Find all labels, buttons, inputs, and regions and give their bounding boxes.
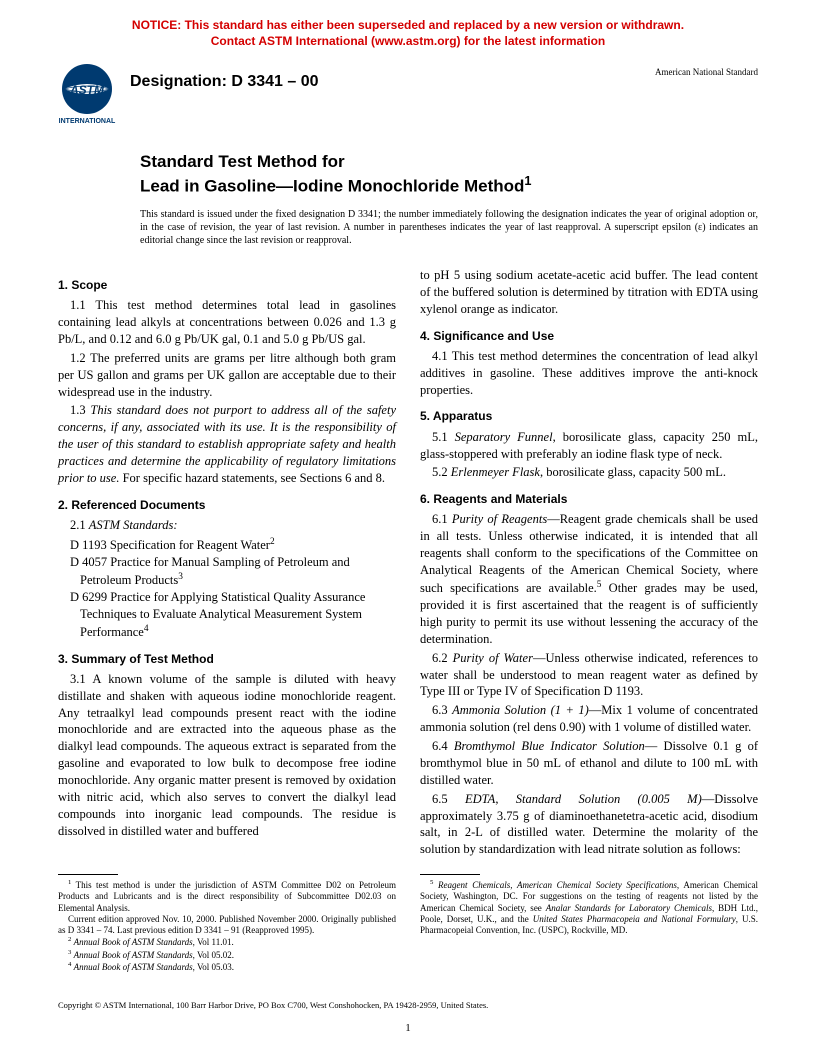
copyright: Copyright © ASTM International, 100 Barr… xyxy=(58,1000,488,1010)
notice-line1: NOTICE: This standard has either been su… xyxy=(132,18,684,32)
svg-text:ASTM: ASTM xyxy=(69,83,105,97)
para-2-1: 2.1 ASTM Standards: xyxy=(58,517,396,534)
para-5-1: 5.1 Separatory Funnel, borosilicate glas… xyxy=(420,429,758,463)
title-line2: Lead in Gasoline—Iodine Monochloride Met… xyxy=(140,173,758,198)
american-national-standard: American National Standard xyxy=(655,67,758,77)
para-6-5: 6.5 EDTA, Standard Solution (0.005 M)—Di… xyxy=(420,791,758,859)
footnote-3: 3 Annual Book of ASTM Standards, Vol 05.… xyxy=(58,949,396,961)
para-5-2: 5.2 Erlenmeyer Flask, borosilicate glass… xyxy=(420,464,758,481)
footnote-2: 2 Annual Book of ASTM Standards, Vol 11.… xyxy=(58,936,396,948)
section-2-head: 2. Referenced Documents xyxy=(58,497,396,513)
section-4-head: 4. Significance and Use xyxy=(420,328,758,344)
section-3-head: 3. Summary of Test Method xyxy=(58,651,396,667)
section-6-head: 6. Reagents and Materials xyxy=(420,491,758,507)
para-6-1: 6.1 Purity of Reagents—Reagent grade che… xyxy=(420,511,758,647)
ref-d4057: D 4057 Practice for Manual Sampling of P… xyxy=(80,554,396,589)
designation: Designation: D 3341 – 00 xyxy=(130,73,319,91)
page-number: 1 xyxy=(405,1022,411,1034)
notice-line2: Contact ASTM International (www.astm.org… xyxy=(211,34,605,48)
para-6-3: 6.3 Ammonia Solution (1 + 1)—Mix 1 volum… xyxy=(420,702,758,736)
footnote-4: 4 Annual Book of ASTM Standards, Vol 05.… xyxy=(58,961,396,973)
para-3-1: 3.1 A known volume of the sample is dilu… xyxy=(58,671,396,840)
section-5-head: 5. Apparatus xyxy=(420,408,758,424)
para-1-1: 1.1 This test method determines total le… xyxy=(58,297,396,348)
svg-text:INTERNATIONAL: INTERNATIONAL xyxy=(59,118,116,125)
para-6-2: 6.2 Purity of Water—Unless otherwise ind… xyxy=(420,650,758,701)
para-6-4: 6.4 Bromthymol Blue Indicator Solution— … xyxy=(420,738,758,789)
para-1-2: 1.2 The preferred units are grams per li… xyxy=(58,350,396,401)
footnotes: 1 This test method is under the jurisdic… xyxy=(58,874,758,973)
ref-d1193: D 1193 Specification for Reagent Water2 xyxy=(80,536,396,554)
ref-d6299: D 6299 Practice for Applying Statistical… xyxy=(80,589,396,641)
para-1-3: 1.3 This standard does not purport to ad… xyxy=(58,402,396,486)
title-line1: Standard Test Method for xyxy=(140,151,758,173)
para-4-1: 4.1 This test method determines the conc… xyxy=(420,348,758,399)
issuance-note: This standard is issued under the fixed … xyxy=(140,208,758,247)
footnote-5: 5 Reagent Chemicals, American Chemical S… xyxy=(420,879,758,936)
footnote-1b: Current edition approved Nov. 10, 2000. … xyxy=(58,914,396,937)
notice-banner: NOTICE: This standard has either been su… xyxy=(58,18,758,49)
astm-logo: ASTM INTERNATIONAL xyxy=(58,63,116,127)
footnote-1: 1 This test method is under the jurisdic… xyxy=(58,879,396,914)
body-columns: 1. Scope 1.1 This test method determines… xyxy=(58,267,758,858)
title-block: Standard Test Method for Lead in Gasolin… xyxy=(140,151,758,198)
footnote-rule-right xyxy=(420,874,480,875)
section-1-head: 1. Scope xyxy=(58,277,396,293)
footnote-rule-left xyxy=(58,874,118,875)
header-row: ASTM INTERNATIONAL Designation: D 3341 –… xyxy=(58,63,758,127)
para-3-1-cont: to pH 5 using sodium acetate-acetic acid… xyxy=(420,267,758,318)
